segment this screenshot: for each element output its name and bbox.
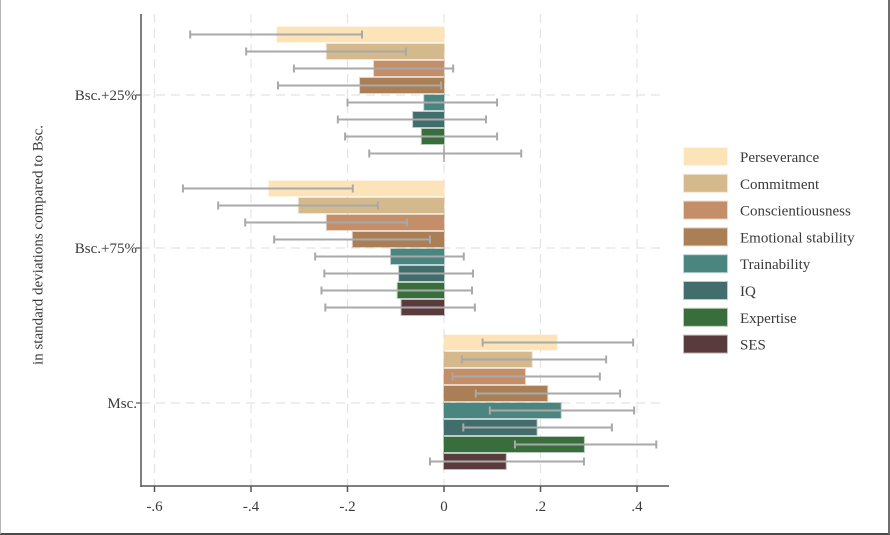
legend-swatch xyxy=(683,281,728,300)
legend-label: Perseverance xyxy=(740,150,819,166)
category-label: Bsc.+25% xyxy=(75,88,137,104)
x-tick-label: -.4 xyxy=(243,499,260,515)
category-labels: Bsc.+25% Bsc.+75% Msc. xyxy=(75,88,141,412)
axes xyxy=(140,14,669,487)
x-tick-label: .4 xyxy=(631,499,643,515)
x-ticks: -.6 -.4 -.2 0 .2 .4 xyxy=(146,486,643,515)
legend-label: Emotional stability xyxy=(740,230,855,246)
legend-swatch xyxy=(683,334,728,354)
legend-swatch xyxy=(683,200,728,220)
legend-label: Trainability xyxy=(740,257,811,273)
legend-swatch xyxy=(683,307,728,327)
x-tick-label: .2 xyxy=(535,499,546,515)
category-label: Msc. xyxy=(107,396,137,412)
legend-label: Commitment xyxy=(740,177,820,193)
x-tick-label: -.6 xyxy=(146,499,163,515)
y-axis-title: in standard deviations compared to Bsc. xyxy=(30,125,46,365)
x-tick-label: 0 xyxy=(440,499,448,515)
legend: Perseverance Commitment Conscientiousness E… xyxy=(683,147,855,354)
legend-swatch xyxy=(683,227,728,247)
legend-label: IQ xyxy=(740,284,756,300)
x-tick-label: -.2 xyxy=(339,499,355,515)
error-bars xyxy=(181,30,658,466)
category-label: Bsc.+75% xyxy=(75,241,137,257)
legend-swatch xyxy=(683,147,728,166)
legend-label: SES xyxy=(740,338,766,354)
legend-swatch xyxy=(683,254,728,274)
legend-label: Conscientiousness xyxy=(740,204,851,220)
legend-label: Expertise xyxy=(740,311,797,327)
legend-swatch xyxy=(683,173,728,193)
